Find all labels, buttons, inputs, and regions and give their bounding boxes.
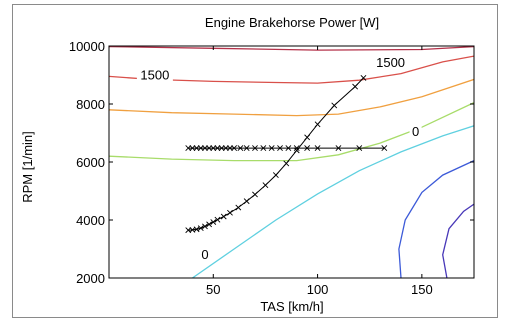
contour-label-3: 0 [412, 124, 419, 139]
x-axis-label: TAS [km/h] [260, 299, 323, 314]
series-2-point [335, 145, 342, 151]
series-2-point [237, 145, 244, 151]
series-1-point [283, 160, 290, 167]
series-2-point [202, 145, 208, 151]
contour-label-bg-2 [372, 55, 409, 70]
series-2 [185, 145, 388, 151]
series-2-point [277, 145, 283, 151]
series-2-point [231, 145, 238, 151]
series-1-point [293, 147, 300, 154]
series-2-point [260, 145, 267, 151]
plot-background [109, 46, 474, 278]
series-2-point [197, 145, 204, 151]
series-1-point [314, 121, 321, 128]
series-1-point [360, 74, 367, 81]
contour-label-bg-3 [409, 124, 422, 139]
contour-line-6 [398, 160, 474, 278]
series-1-point [206, 221, 213, 228]
series-2-point [285, 145, 292, 151]
contour-label-2: 1500 [376, 55, 405, 70]
series-1 [185, 74, 367, 234]
series-2-point [185, 145, 192, 151]
series-1-point [197, 225, 204, 232]
contour-label-bg-1 [136, 68, 173, 83]
series-2-point [293, 145, 300, 151]
series-2-point [243, 145, 250, 151]
series-2-point [210, 145, 217, 151]
series-1-point [262, 182, 269, 189]
x-tick-label: 100 [307, 282, 329, 297]
y-tick-label: 10000 [69, 39, 105, 54]
y-axis-label: RPM [1/min] [20, 131, 35, 203]
series-1-point [210, 219, 217, 225]
y-tick-label: 8000 [76, 97, 105, 112]
series-2-point [206, 145, 213, 151]
series-1-point [352, 83, 359, 90]
series-2-point [252, 145, 258, 151]
plot-area: 1500 1500 0 0 50 100 150 2000 4000 6000 8000 10000 [69, 39, 475, 297]
series-2-point [222, 145, 229, 151]
series-1-point [220, 213, 227, 220]
y-tick-label: 4000 [76, 213, 105, 228]
contour-label-1: 1500 [140, 67, 169, 82]
contour-line-3 [109, 78, 474, 117]
x-tick-label: 150 [411, 282, 433, 297]
series-2-point [189, 145, 196, 151]
chart-title: Engine Brakehorse Power [W] [205, 15, 379, 30]
x-tick-label: 50 [206, 282, 220, 297]
series-1-line [188, 77, 364, 231]
series-1-point [252, 191, 258, 198]
series-2-point [193, 145, 200, 151]
series-1-point [227, 209, 233, 216]
series-2-point [218, 145, 225, 151]
contour-line-5 [192, 125, 474, 278]
contour-label-bg-4 [198, 248, 211, 263]
y-tick-label: 2000 [76, 271, 105, 286]
series-2-point [314, 145, 321, 151]
series-2-point [356, 145, 363, 151]
series-1-point [214, 216, 221, 223]
series-1-point [202, 223, 208, 230]
contour-line-1 [109, 46, 474, 51]
series-2-point [268, 145, 275, 151]
series-1-point [235, 204, 242, 211]
series-1-point [272, 172, 279, 178]
contour-label-4: 0 [201, 247, 208, 262]
series-2-point [227, 145, 233, 151]
series-1-point [243, 198, 250, 205]
series-2-point [214, 145, 221, 151]
series-1-point [304, 134, 311, 141]
contour-line-7 [442, 203, 474, 278]
series-2-point [381, 145, 388, 151]
series-1-point [193, 226, 200, 233]
series-2-point [304, 145, 311, 151]
y-tick-label: 6000 [76, 155, 105, 170]
series-1-point [331, 102, 338, 109]
